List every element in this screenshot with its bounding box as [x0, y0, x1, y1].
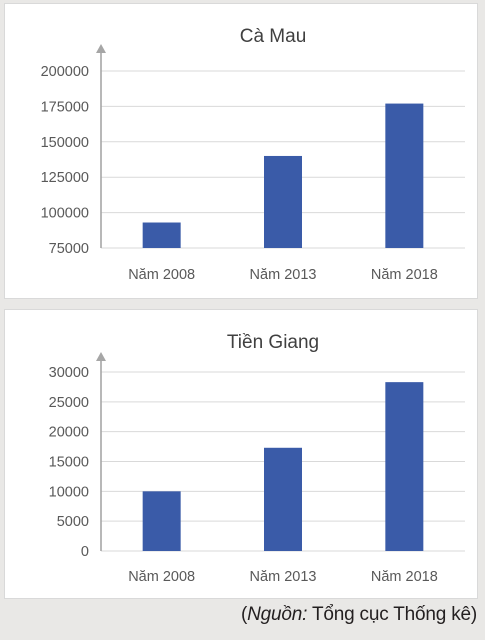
y-tick-label: 75000 [49, 241, 89, 257]
chart-title: Tiền Giang [227, 332, 319, 353]
y-axis-arrowhead [96, 44, 106, 53]
chart-ca-mau-svg: 200000 175000 150000 125000 100000 75000 Cà Ma… [41, 26, 465, 283]
y-tick-label: 150000 [41, 135, 89, 151]
y-tick-label: 5000 [57, 514, 89, 530]
x-category-label: Năm 2018 [371, 569, 438, 585]
y-tick-label: 200000 [41, 64, 89, 80]
bar [385, 382, 424, 551]
y-tick-label: 25000 [49, 395, 89, 411]
x-category-label: Năm 2008 [128, 267, 195, 283]
y-tick-label: 175000 [41, 99, 89, 115]
y-tick-label: 125000 [41, 170, 89, 186]
y-axis-arrowhead [96, 352, 106, 361]
y-tick-label: 0 [81, 544, 89, 560]
source-text: Tổng cục Thống kê) [307, 604, 477, 625]
y-tick-label: 30000 [49, 365, 89, 381]
source-open-paren: ( [241, 604, 248, 625]
y-tick-label: 10000 [49, 484, 89, 500]
chart-ca-mau: 200000 175000 150000 125000 100000 75000 Cà Ma… [4, 3, 478, 299]
x-category-label: Năm 2008 [128, 569, 195, 585]
bar [142, 491, 181, 551]
x-category-label: Năm 2018 [371, 267, 438, 283]
bar [385, 103, 424, 249]
bar [264, 155, 302, 248]
source-label: Nguồn: [247, 604, 308, 625]
x-category-label: Năm 2013 [250, 569, 317, 585]
chart-tien-giang: 30000 25000 20000 15000 10000 5000 0 Tiền Giang… [4, 309, 478, 599]
chart-title: Cà Mau [240, 26, 307, 47]
bar [264, 447, 302, 551]
x-category-label: Năm 2013 [250, 267, 317, 283]
source-caption: (Nguồn: Tổng cục Thống kê) [241, 604, 477, 626]
y-tick-label: 15000 [49, 455, 89, 471]
y-tick-label: 100000 [41, 206, 89, 222]
bar [142, 222, 181, 248]
chart-tien-giang-svg: 30000 25000 20000 15000 10000 5000 0 Tiền Giang… [49, 332, 465, 585]
y-tick-label: 20000 [49, 425, 89, 441]
